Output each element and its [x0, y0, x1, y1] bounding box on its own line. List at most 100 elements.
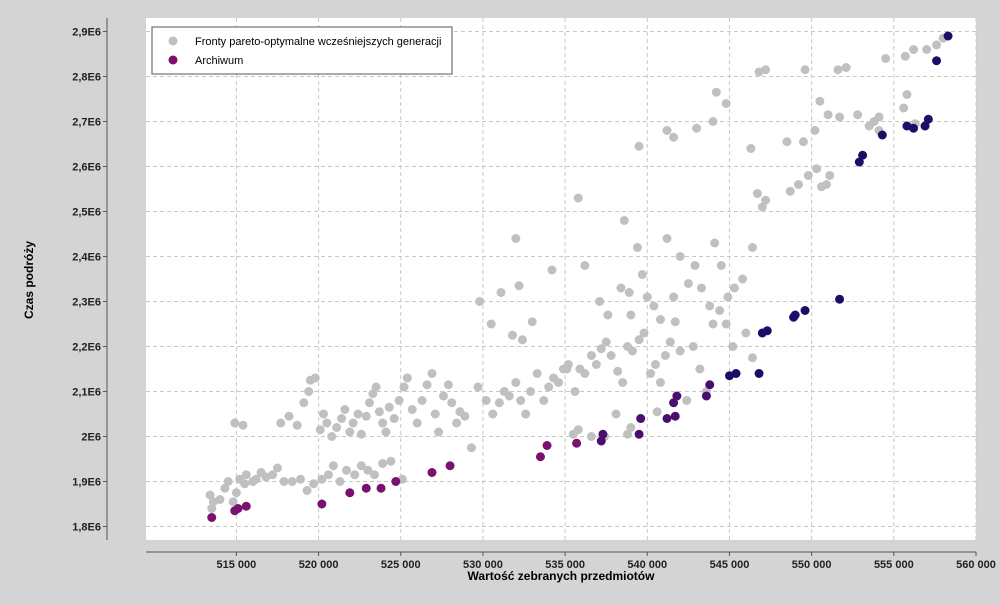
front-point — [746, 144, 756, 153]
grid-lines — [146, 18, 977, 540]
front-point — [729, 283, 739, 293]
legend: Fronty pareto-optymalne wcześniejszych g… — [151, 26, 453, 75]
front-point — [504, 391, 514, 401]
x-tick-label: 515 000 — [217, 559, 257, 571]
archive-point — [207, 513, 217, 522]
front-point — [642, 292, 652, 302]
front-point — [741, 328, 751, 338]
front-point — [785, 186, 795, 196]
front-point — [660, 351, 670, 360]
front-point — [747, 353, 757, 363]
front-point — [723, 292, 733, 302]
data-points — [205, 31, 953, 522]
front-point — [356, 461, 366, 471]
axes: 1,8E6 1,9E6 2E6 2,1E6 2,2E6 2,3E6 2,4E6 2,5E6 2,… — [72, 18, 996, 571]
front-point — [716, 261, 726, 270]
archive-point — [542, 441, 552, 450]
front-point — [302, 486, 312, 495]
archive-point — [790, 310, 800, 320]
front-point — [711, 87, 721, 97]
front-point — [649, 301, 659, 311]
archive-point — [877, 130, 887, 140]
front-point — [378, 459, 388, 468]
legend-marker-fronts — [168, 36, 178, 46]
y-tick-label: 2,4E6 — [72, 252, 101, 264]
x-tick-label: 560 000 — [956, 559, 996, 571]
front-point — [611, 409, 621, 419]
y-tick-label: 2E6 — [81, 432, 101, 444]
archive-point — [670, 411, 680, 421]
front-point — [874, 112, 884, 122]
front-point — [580, 261, 590, 270]
legend-label-fronts: Fronty pareto-optymalne wcześniejszych g… — [195, 36, 441, 48]
front-point — [207, 504, 217, 513]
front-point — [728, 342, 738, 351]
front-point — [460, 411, 470, 421]
front-point — [205, 490, 215, 500]
archive-point — [943, 31, 953, 41]
front-point — [361, 411, 371, 421]
front-point — [342, 465, 352, 475]
front-point — [782, 137, 792, 147]
archive-point — [241, 501, 251, 511]
front-point — [695, 364, 705, 374]
front-point — [240, 479, 250, 489]
x-tick-label: 525 000 — [381, 559, 421, 571]
front-point — [591, 360, 601, 369]
front-point — [601, 337, 611, 347]
front-point — [309, 479, 319, 489]
front-point — [447, 398, 457, 408]
front-point — [833, 65, 843, 75]
front-point — [639, 328, 649, 338]
archive-point — [317, 499, 327, 509]
archive-point — [361, 483, 371, 493]
front-point — [340, 405, 350, 414]
archive-point — [634, 429, 644, 439]
front-point — [412, 418, 422, 428]
front-point — [496, 288, 506, 297]
front-point — [374, 407, 384, 417]
plot-background — [146, 18, 976, 540]
front-point — [350, 470, 360, 480]
front-point — [317, 474, 327, 484]
front-point — [586, 351, 596, 360]
front-point — [369, 470, 379, 480]
archive-point — [932, 56, 942, 66]
archive-point — [754, 369, 764, 378]
front-point — [381, 427, 391, 437]
legend-box — [151, 26, 453, 75]
front-point — [427, 369, 437, 378]
front-point — [603, 310, 613, 320]
front-point — [315, 425, 325, 435]
x-tick-label: 530 000 — [463, 559, 503, 571]
front-point — [655, 378, 665, 387]
front-point — [708, 117, 718, 126]
front-point — [299, 398, 309, 408]
y-tick-label: 2,3E6 — [72, 297, 101, 309]
front-point — [815, 96, 825, 106]
archive-point — [233, 504, 243, 513]
y-tick-label: 2,6E6 — [72, 162, 101, 174]
front-point — [619, 216, 629, 225]
front-point — [228, 497, 238, 507]
front-point — [812, 164, 822, 174]
archive-point — [672, 391, 682, 401]
x-tick-label: 555 000 — [874, 559, 914, 571]
front-point — [690, 261, 700, 270]
front-point — [618, 378, 628, 387]
front-point — [508, 330, 518, 340]
archive-point — [596, 436, 606, 446]
archive-point — [909, 123, 919, 133]
front-point — [430, 409, 440, 419]
front-point — [697, 283, 707, 293]
front-point — [327, 432, 337, 441]
front-point — [486, 319, 496, 329]
front-point — [417, 396, 427, 405]
front-point — [231, 488, 241, 498]
front-point — [539, 396, 549, 405]
front-point — [624, 288, 634, 297]
front-point — [665, 337, 675, 347]
front-point — [544, 382, 554, 392]
archive-point — [535, 452, 545, 462]
